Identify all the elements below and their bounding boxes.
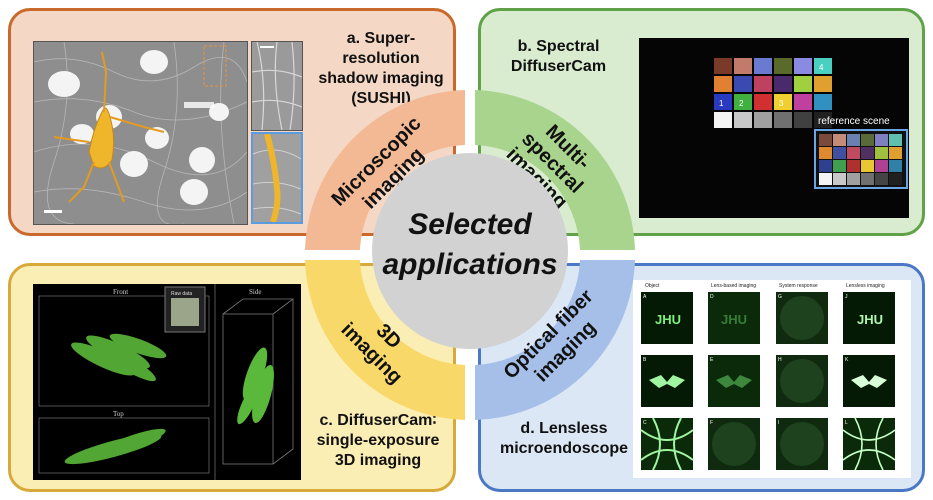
cell-label-b: B bbox=[643, 357, 647, 363]
ring-segment-multispectral bbox=[475, 90, 635, 250]
col-label-lensless: Lensless imaging bbox=[846, 283, 885, 289]
col-label-lens-based: Lens-based imaging bbox=[711, 283, 756, 289]
view-front-label: Front bbox=[113, 288, 128, 296]
panel-c-title-line2: single-exposure bbox=[316, 432, 440, 449]
panel-c-title-line1: c. DiffuserCam∶ bbox=[319, 412, 437, 429]
panel-a-title-line1: a. Super-resolution bbox=[342, 30, 420, 67]
svg-text:JHU: JHU bbox=[857, 312, 883, 327]
panel-microscopic-imaging: a. Super-resolution shadow imaging (SUSH… bbox=[8, 8, 456, 236]
cell-label-e: E bbox=[710, 357, 714, 363]
panel-d-title-line2: microendoscope bbox=[499, 440, 629, 457]
center-title-line2: applications bbox=[382, 248, 558, 281]
view-side-label: Side bbox=[249, 288, 261, 296]
panel-b-title-line1: b. Spectral bbox=[517, 38, 600, 55]
col-label-object: Object bbox=[645, 283, 660, 289]
panel-c-title-line3: 3D imaging bbox=[334, 452, 422, 469]
sushi-main-image bbox=[33, 41, 248, 225]
cell-label-l: L bbox=[845, 420, 848, 426]
svg-text:JHU: JHU bbox=[655, 312, 681, 327]
svg-text:JHU: JHU bbox=[721, 312, 747, 327]
panel-d-title-line1: d. Lensless bbox=[520, 420, 608, 437]
cell-label-g: G bbox=[778, 294, 782, 300]
cell-label-j: J bbox=[845, 294, 848, 300]
cell-label-d: D bbox=[710, 294, 714, 300]
cell-label-h: H bbox=[778, 357, 782, 363]
panel-d-title: d. Lensless microendoscope bbox=[499, 419, 629, 459]
reference-scene-label: reference scene bbox=[818, 116, 890, 127]
panel-b-title-line2: DiffuserCam bbox=[510, 58, 607, 75]
ring-segment-3d bbox=[305, 260, 465, 420]
reference-scene-box: reference scene bbox=[814, 116, 908, 189]
sushi-zoom-image-1 bbox=[251, 41, 303, 131]
col-label-system-response: System response bbox=[779, 283, 818, 289]
raw-data-label: Raw data bbox=[171, 291, 192, 297]
cell-label-c: C bbox=[643, 420, 647, 426]
sushi-zoom-image-2 bbox=[251, 132, 303, 224]
marker-4: 4 bbox=[819, 63, 824, 72]
diffusercam-3d-image: Front Raw data Top Side bbox=[33, 284, 301, 480]
cell-label-a: A bbox=[643, 294, 647, 300]
cell-label-k: K bbox=[845, 357, 849, 363]
view-top-label: Top bbox=[113, 410, 124, 418]
center-circle bbox=[372, 153, 568, 349]
panel-b-title: b. Spectral DiffuserCam bbox=[501, 37, 616, 77]
marker-2: 2 bbox=[739, 99, 744, 108]
lensless-endoscope-grid: Object Lens-based imaging System respons… bbox=[633, 280, 911, 478]
marker-3: 3 bbox=[779, 99, 784, 108]
cell-label-f: F bbox=[710, 420, 713, 426]
panel-a-title-line3: (SUSHI) bbox=[351, 90, 411, 107]
panel-a-title-line2: shadow imaging bbox=[318, 70, 444, 87]
panel-c-title: c. DiffuserCam∶ single-exposure 3D imagi… bbox=[303, 411, 453, 471]
center-title: Selected applications bbox=[372, 205, 568, 285]
center-title-line1: Selected bbox=[408, 208, 532, 241]
panel-a-title: a. Super-resolution shadow imaging (SUSH… bbox=[311, 29, 451, 109]
marker-1: 1 bbox=[719, 99, 724, 108]
ring-segment-optical bbox=[475, 260, 635, 420]
cell-label-i: I bbox=[778, 420, 779, 426]
ring-segment-microscopic bbox=[305, 90, 465, 250]
